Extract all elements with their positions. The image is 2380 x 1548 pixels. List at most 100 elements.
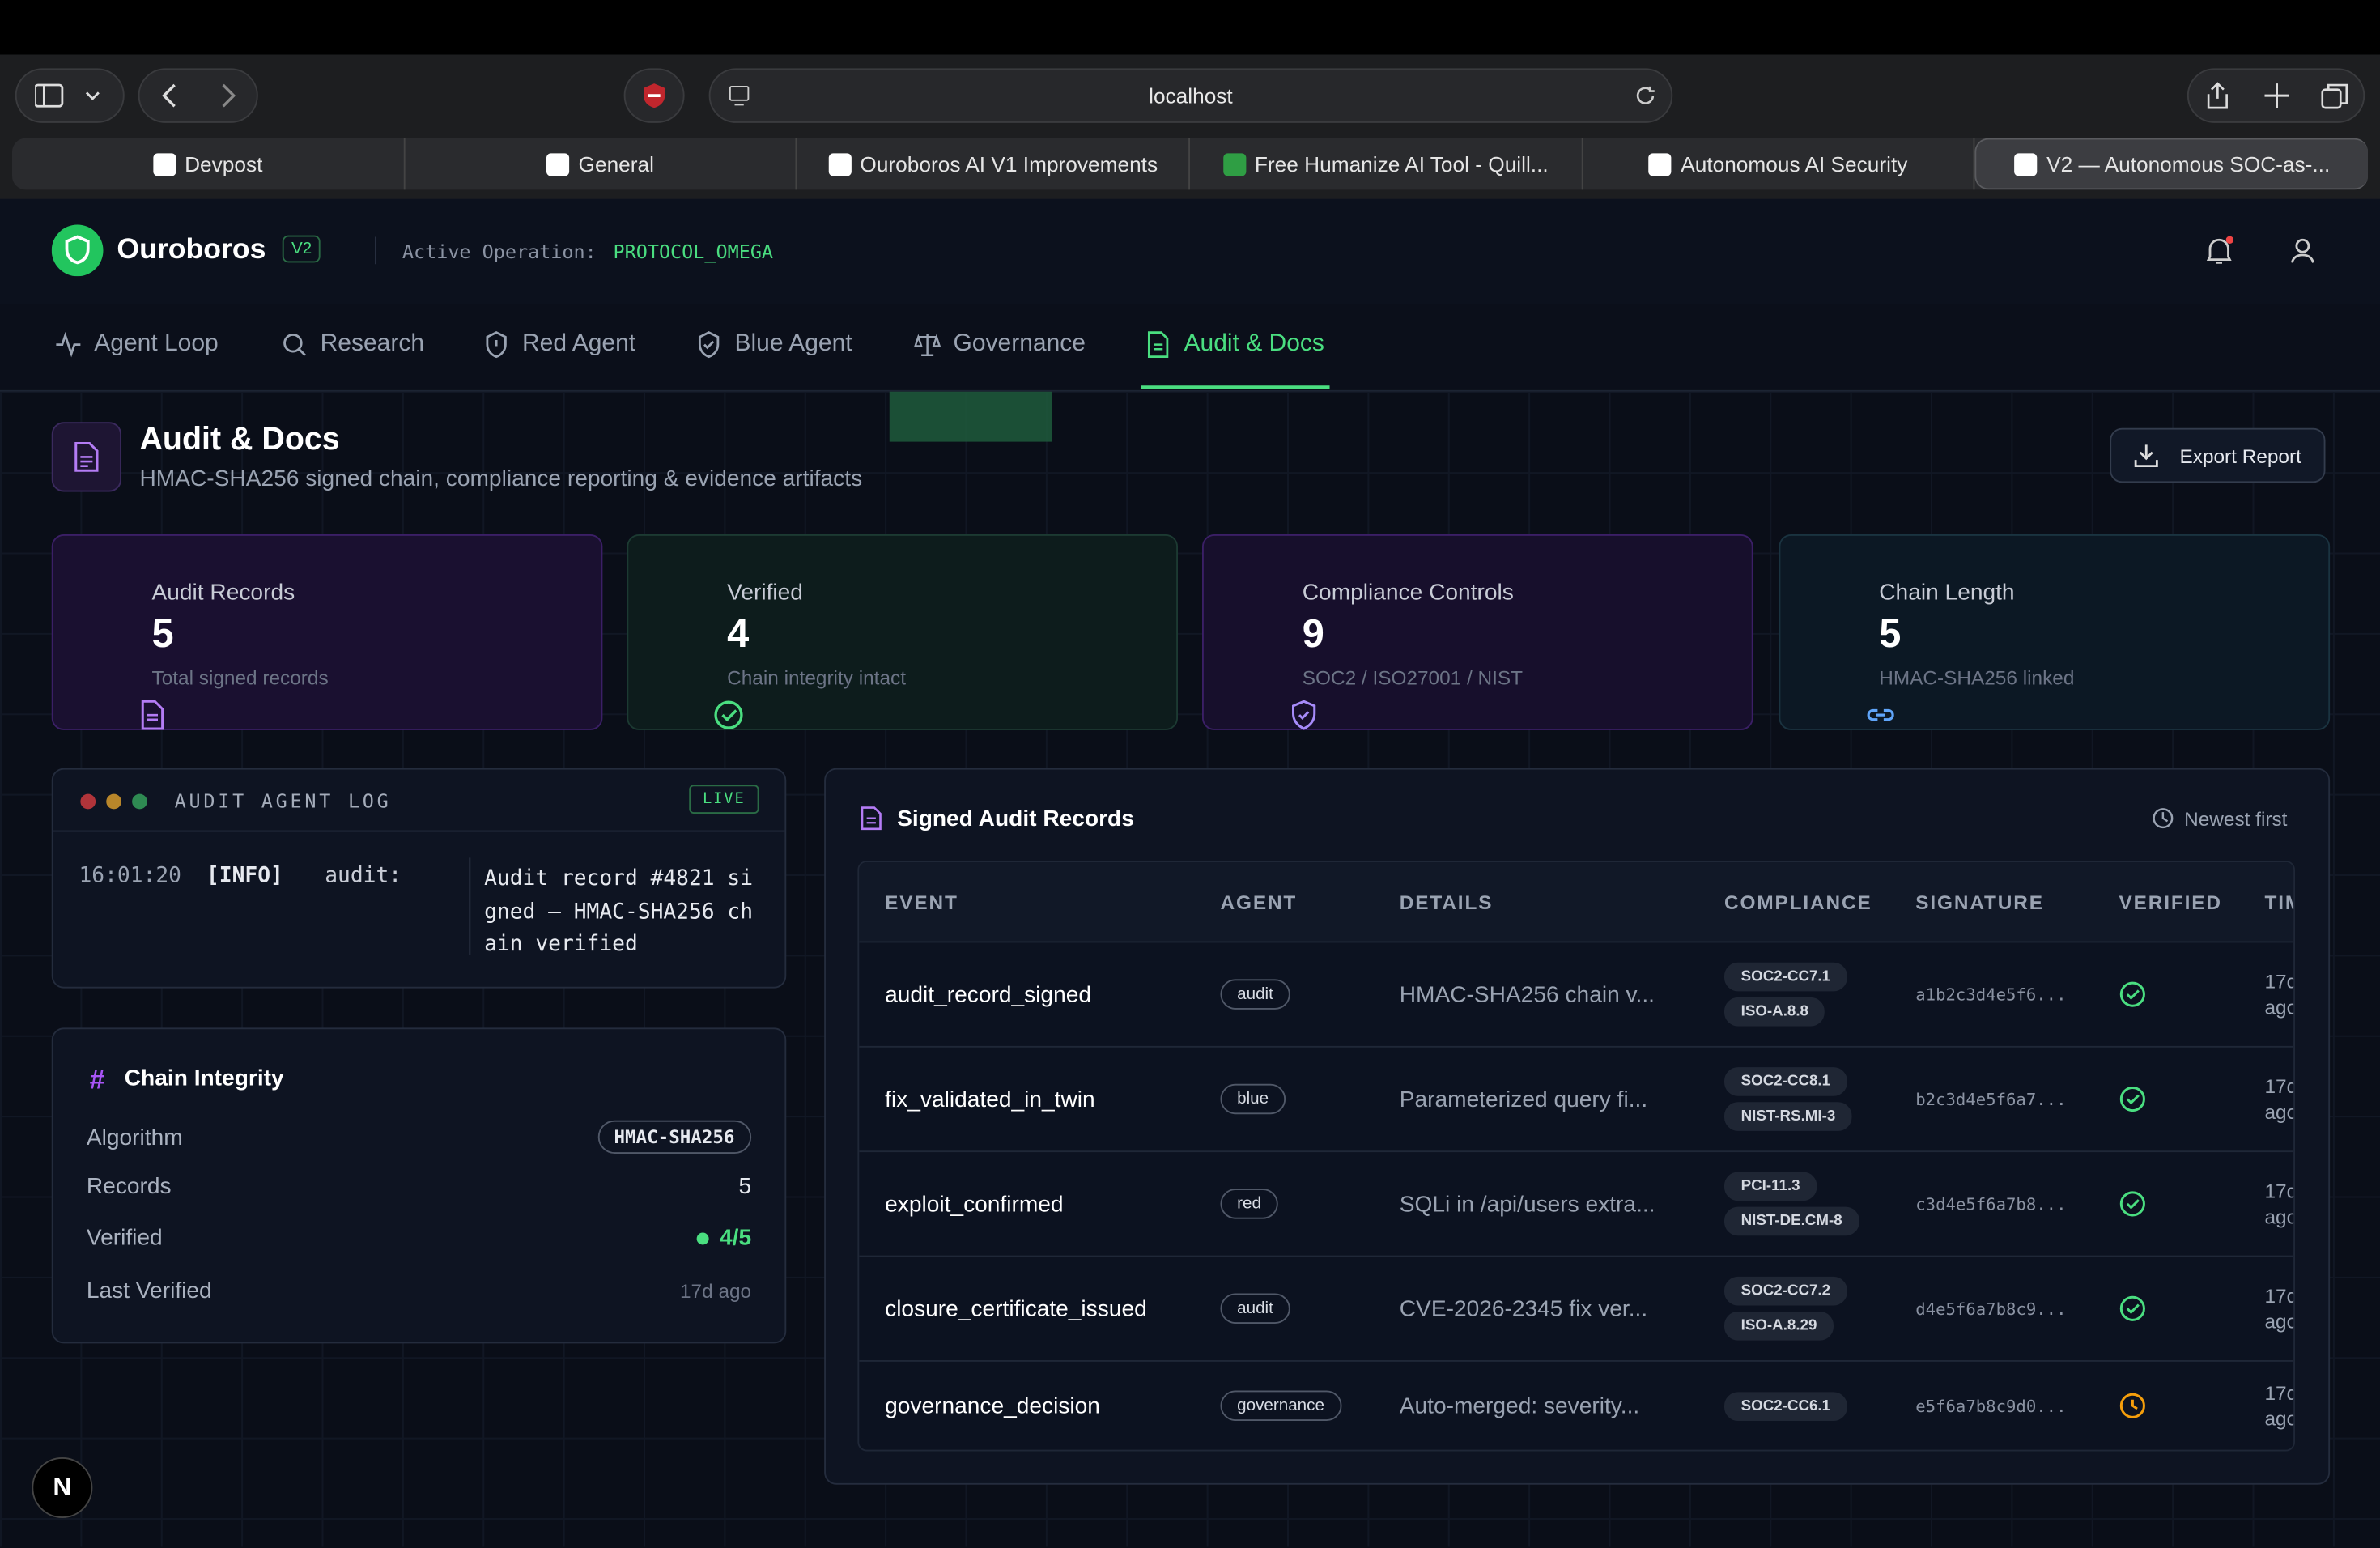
column-header: EVENT xyxy=(885,890,958,913)
stat-value: 5 xyxy=(151,610,174,656)
nav-item[interactable]: Agent Loop xyxy=(55,331,219,359)
verified-icon xyxy=(2119,1086,2265,1113)
table-row[interactable]: audit_record_signed audit HMAC-SHA256 chai… xyxy=(859,942,2295,1048)
chain-value: HMAC-SHA256 xyxy=(597,1120,752,1154)
chain-panel: # Chain Integrity Algorithm HMAC-SHA256 Re… xyxy=(51,1027,787,1344)
nav-item[interactable]: Blue Agent xyxy=(695,331,852,359)
tab-title: General xyxy=(578,151,654,176)
stat-label: Compliance Controls xyxy=(1302,580,1514,606)
compliance-tag: SOC2-CC6.1 xyxy=(1724,1391,1847,1421)
brand: Ouroboros xyxy=(117,233,266,266)
compliance-cell: SOC2-CC8.1 NIST-RS.MI-3 xyxy=(1724,1064,1915,1133)
records-title: Signed Audit Records xyxy=(897,806,1134,832)
stat-note: Total signed records xyxy=(151,666,329,690)
table-row[interactable]: exploit_confirmed red SQLi in /api/users e… xyxy=(859,1152,2294,1257)
column-header: TIME xyxy=(2264,890,2294,913)
agent-cell: audit xyxy=(1220,1293,1400,1324)
chain-value-wrap: 17d ago xyxy=(680,1279,751,1302)
menu-bar xyxy=(0,0,2380,55)
user-menu[interactable] xyxy=(2288,236,2318,266)
tab[interactable]: Free Humanize AI Tool - Quill... xyxy=(1190,138,1583,190)
details: Auto-merged: severity... xyxy=(1399,1393,1640,1419)
signature: a1b2c3d4e5f6... xyxy=(1915,984,2067,1005)
verified-icon xyxy=(2119,1295,2265,1322)
tab-bar: Devpost General Ouroboros AI V1 Improvemen… xyxy=(12,138,2369,190)
table-row[interactable]: fix_validated_in_twin blue Parameterized q… xyxy=(859,1048,2294,1153)
chain-value: 5 xyxy=(738,1172,752,1199)
log-message: Audit record #4821 signed — HMAC-SHA256 … xyxy=(484,866,754,957)
table-row[interactable]: governance_decision governance Auto-merged… xyxy=(859,1362,2293,1450)
column-header: COMPLIANCE xyxy=(1724,890,1872,913)
event: exploit_confirmed xyxy=(885,1190,1064,1217)
compliance-cell: PCI-11.3 NIST-DE.CM-8 xyxy=(1724,1169,1915,1239)
chain-label: Algorithm xyxy=(86,1124,183,1150)
history-buttons[interactable] xyxy=(138,68,258,123)
column-header: AGENT xyxy=(1220,890,1298,913)
nav-item[interactable]: Governance xyxy=(913,330,1086,359)
app-header: Ouroboros V2 Active Operation: PROTOCOL_… xyxy=(0,198,2380,305)
tab-title: Devpost xyxy=(185,151,263,176)
tab-icon xyxy=(2014,152,2038,176)
nav-icon xyxy=(55,331,83,359)
nav-label: Audit & Docs xyxy=(1184,330,1324,357)
log-header: AUDIT AGENT LOG LIVE xyxy=(53,770,785,832)
sidebar-button[interactable] xyxy=(15,68,125,123)
nav-item[interactable]: Research xyxy=(281,331,424,359)
divider xyxy=(375,236,376,265)
stat-label: Audit Records xyxy=(151,580,295,606)
chain-value-wrap: HMAC-SHA256 xyxy=(597,1120,752,1154)
column-header: SIGNATURE xyxy=(1915,890,2044,913)
tab-title: Free Humanize AI Tool - Quill... xyxy=(1254,151,1549,176)
nav-label: Red Agent xyxy=(522,330,636,357)
notifications[interactable] xyxy=(2204,236,2235,266)
compliance-tag: PCI-11.3 xyxy=(1724,1172,1817,1201)
page-icon xyxy=(51,422,121,492)
chain-value: 4/5 xyxy=(720,1225,752,1251)
sort-order[interactable]: Newest first xyxy=(2184,807,2288,831)
time: 17d ago xyxy=(2264,970,2295,1019)
compliance-tag: SOC2-CC8.1 xyxy=(1724,1067,1847,1096)
tab[interactable]: Autonomous AI Security xyxy=(1583,138,1976,190)
tab[interactable]: Devpost xyxy=(12,138,406,190)
version-badge: V2 xyxy=(282,235,321,263)
export-button[interactable]: Export Report xyxy=(2110,427,2326,483)
nav-icon xyxy=(913,331,941,359)
glow xyxy=(889,391,1052,442)
status-dot xyxy=(696,1231,709,1244)
agent-badge: red xyxy=(1220,1189,1278,1219)
log-divider xyxy=(469,857,471,955)
time: 17d ago xyxy=(2264,1381,2295,1431)
chain-label: Last Verified xyxy=(86,1277,212,1303)
nav-label: Blue Agent xyxy=(734,330,852,357)
event: audit_record_signed xyxy=(885,981,1092,1008)
page-title: Audit & Docs xyxy=(139,422,340,457)
tab[interactable]: Ouroboros AI V1 Improvements xyxy=(797,138,1191,190)
tab-icon xyxy=(828,152,852,176)
tab-icon xyxy=(152,152,176,176)
compliance-tag: SOC2-CC7.2 xyxy=(1724,1276,1847,1306)
window-buttons[interactable] xyxy=(2187,68,2365,123)
stat-value: 5 xyxy=(1879,610,1902,656)
agent-badge: blue xyxy=(1220,1083,1286,1115)
nav-item[interactable]: Red Agent xyxy=(482,331,635,359)
agent-badge: audit xyxy=(1220,1293,1290,1324)
nav-label: Governance xyxy=(953,330,1086,357)
nav-item[interactable]: Audit & Docs xyxy=(1145,331,1324,359)
agent-cell: governance xyxy=(1220,1390,1400,1421)
extension-button[interactable] xyxy=(623,68,685,123)
address-bar[interactable]: localhost xyxy=(708,68,1673,123)
agent-cell: audit xyxy=(1220,979,1400,1010)
compliance-tag: ISO-A.8.29 xyxy=(1724,1312,1834,1341)
table-row[interactable]: closure_certificate_issued audit CVE-2026-… xyxy=(859,1257,2294,1362)
stat-card: Compliance Controls 9 SOC2 / ISO27001 / NI… xyxy=(1202,534,1753,730)
tab[interactable]: General xyxy=(405,138,798,190)
tab-icon xyxy=(546,152,570,176)
stat-card: Chain Length 5 HMAC-SHA256 linked xyxy=(1779,534,2331,730)
compliance-cell: SOC2-CC7.1 ISO-A.8.8 xyxy=(1724,959,1915,1029)
agent-cell: blue xyxy=(1220,1083,1400,1115)
tab[interactable]: V2 — Autonomous SOC-as-... xyxy=(1975,138,2369,190)
dev-badge[interactable]: N xyxy=(32,1457,93,1518)
compliance-cell: SOC2-CC6.1 xyxy=(1724,1389,1915,1423)
